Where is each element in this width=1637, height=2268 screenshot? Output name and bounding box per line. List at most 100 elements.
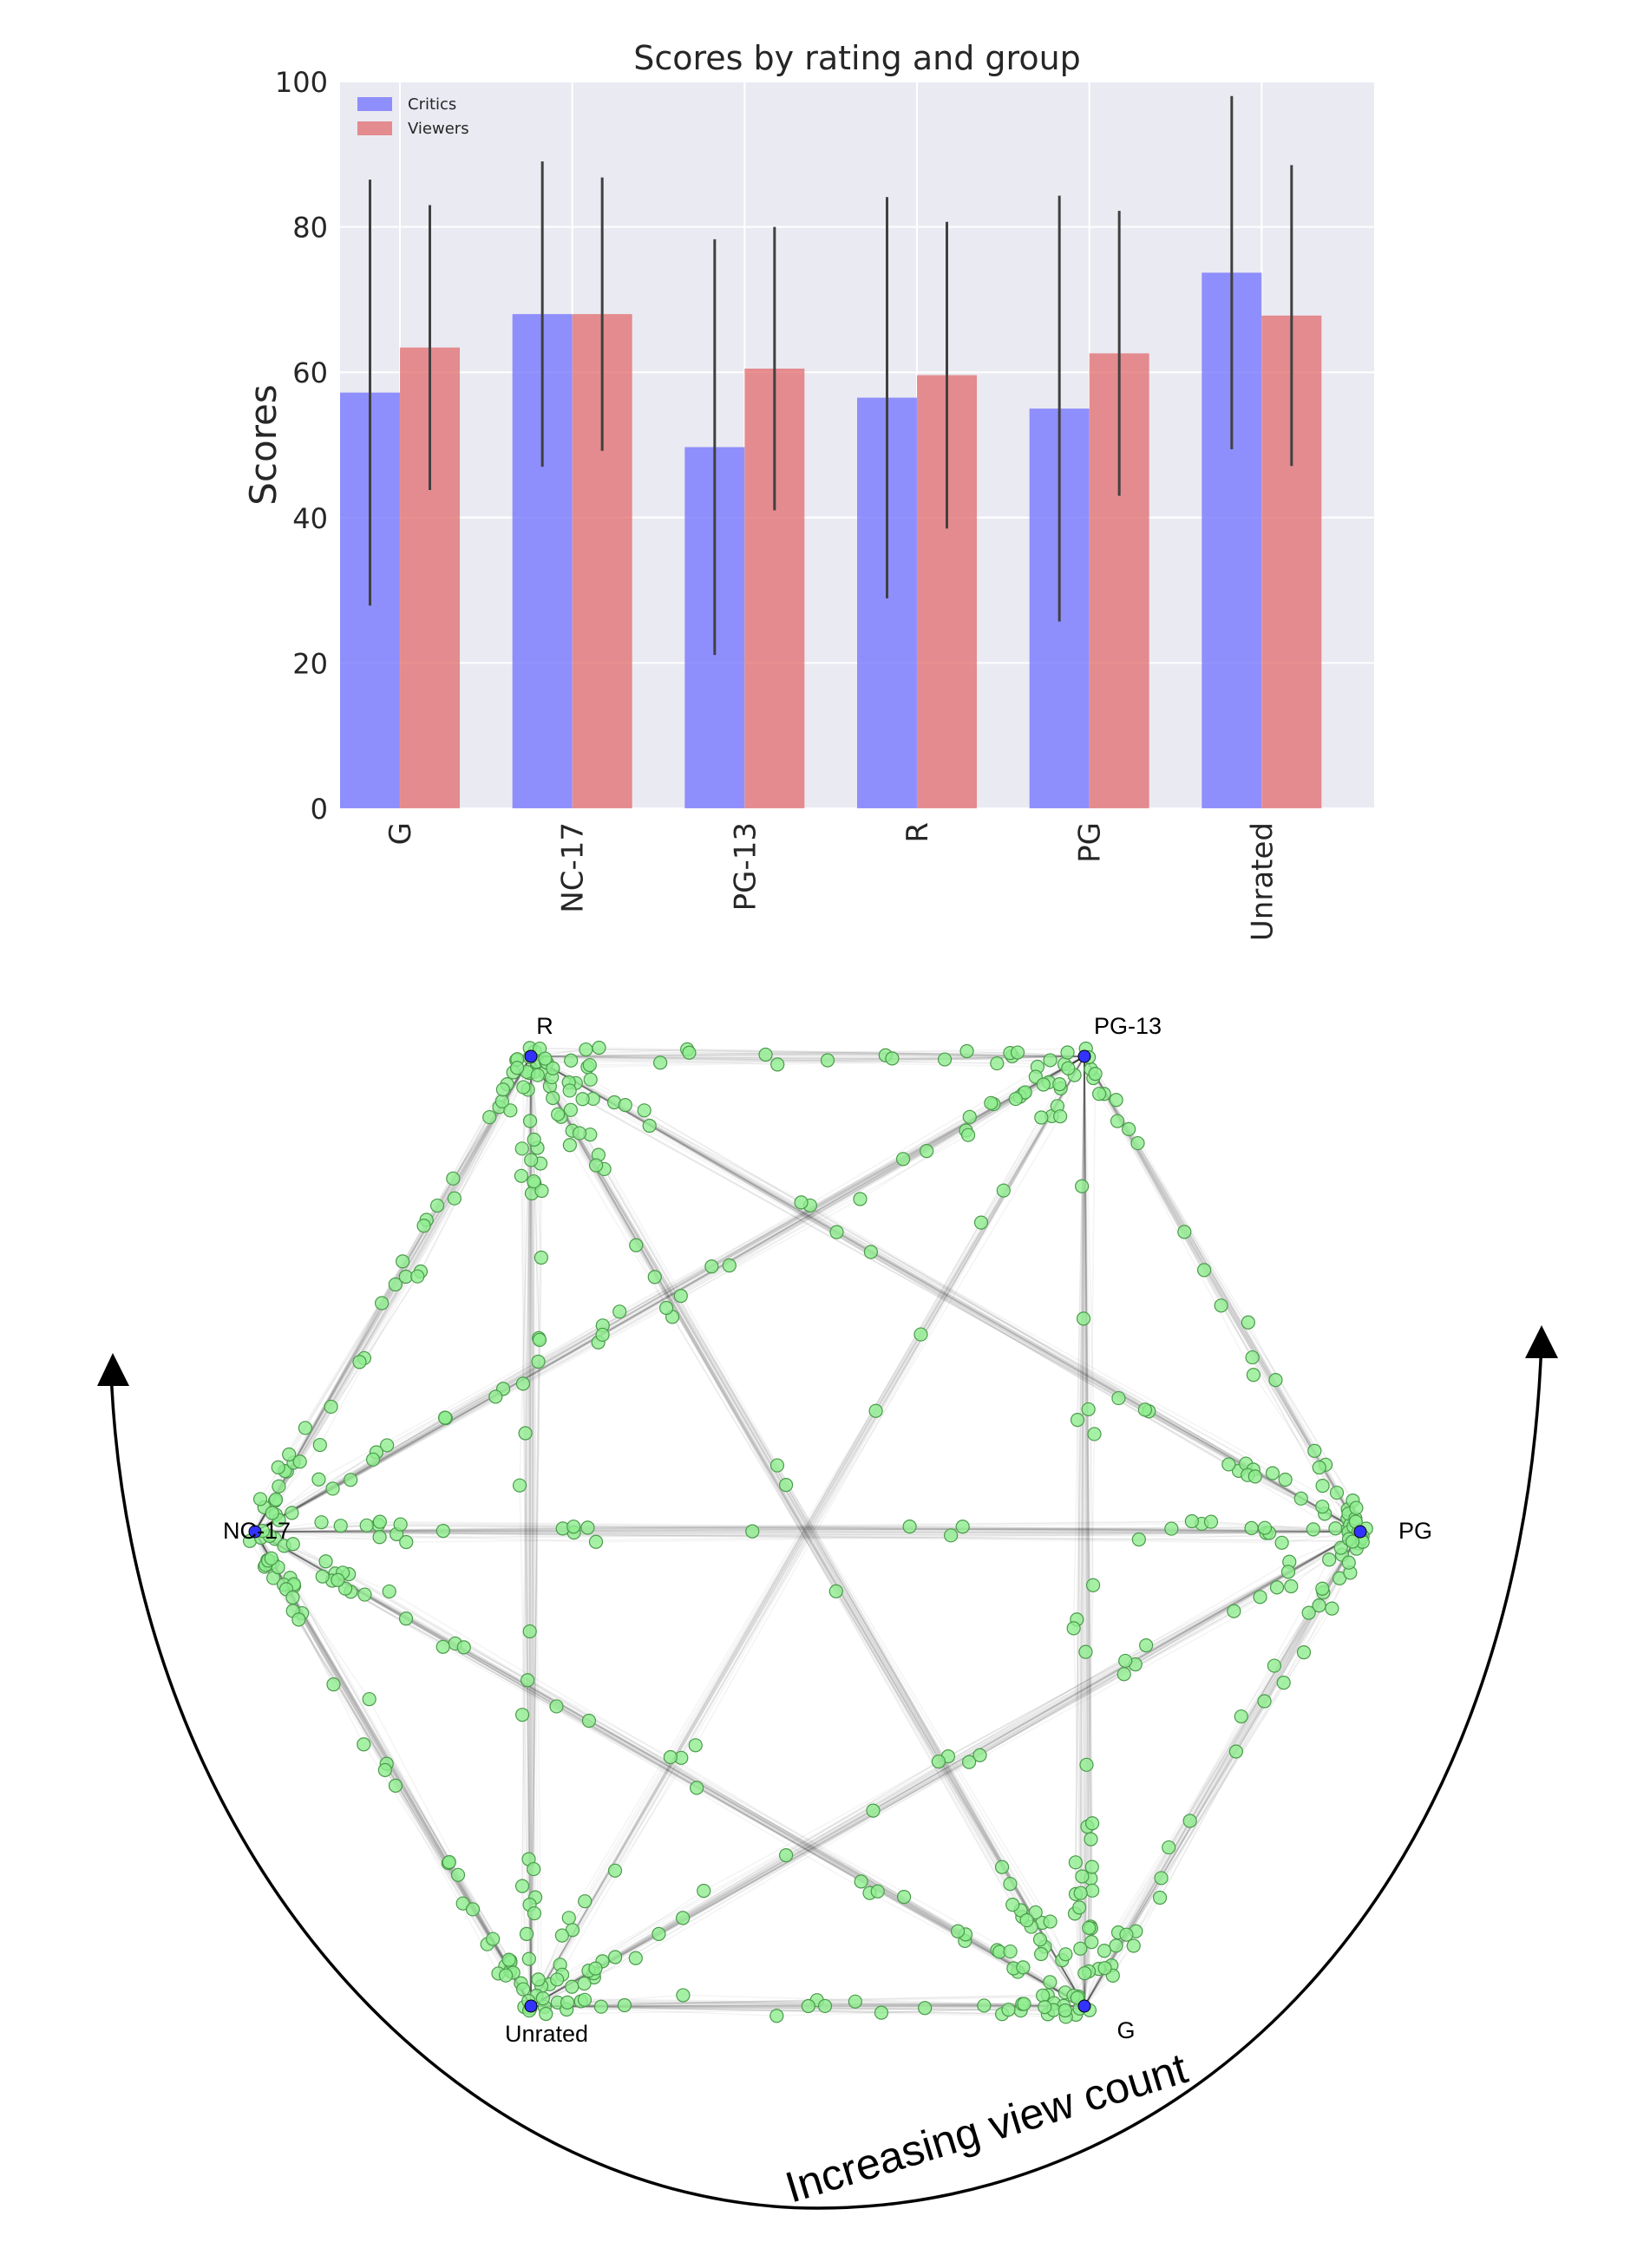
edge xyxy=(254,1528,1313,1533)
data-point xyxy=(311,1472,326,1487)
x-tick-label: Unrated xyxy=(1245,822,1280,941)
data-point xyxy=(326,1677,341,1692)
node-r xyxy=(524,1049,538,1063)
edge xyxy=(278,1056,1085,1521)
data-point xyxy=(446,1171,461,1186)
points xyxy=(242,1040,1373,2024)
data-point xyxy=(503,1103,518,1118)
data-point xyxy=(647,1270,662,1284)
data-point xyxy=(549,1699,564,1714)
data-point xyxy=(396,1254,410,1269)
edge xyxy=(254,1531,1024,1969)
legend-swatch xyxy=(357,97,392,111)
edge xyxy=(530,1334,922,2007)
data-point xyxy=(554,1928,570,1943)
edge xyxy=(522,1056,532,1384)
data-point xyxy=(682,1045,697,1060)
data-point xyxy=(1085,1578,1101,1592)
edge xyxy=(330,1056,532,1408)
edge xyxy=(530,1056,1051,1062)
data-point xyxy=(410,1269,425,1284)
edge xyxy=(926,1056,1085,1152)
data-point xyxy=(690,1781,704,1795)
edge xyxy=(530,1117,1042,2007)
edge xyxy=(568,1082,1361,1533)
edge xyxy=(535,1061,1085,2007)
edge xyxy=(1084,1878,1162,2007)
edge xyxy=(254,1219,428,1533)
edge xyxy=(1084,1434,1096,2007)
edge xyxy=(530,1115,1061,2007)
edge xyxy=(1057,1056,1085,1107)
edge xyxy=(254,1056,531,1533)
data-point xyxy=(1073,1886,1088,1900)
data-point xyxy=(374,1296,390,1310)
data-point xyxy=(357,1737,371,1752)
edge xyxy=(269,1535,532,2007)
edge xyxy=(1084,1950,1105,2007)
data-point xyxy=(853,1192,868,1206)
edge xyxy=(444,1056,1085,1419)
data-point xyxy=(1234,1709,1248,1724)
data-point xyxy=(292,1454,307,1469)
data-point xyxy=(984,1095,999,1110)
data-point xyxy=(1087,1427,1102,1441)
data-point xyxy=(514,1168,528,1183)
left-arrowhead-icon xyxy=(97,1353,129,1386)
edge xyxy=(602,1056,1085,1326)
edge xyxy=(530,1056,1326,1515)
edge xyxy=(619,1056,1085,1313)
edge xyxy=(254,1531,1018,1973)
data-point xyxy=(1278,1472,1293,1487)
data-point xyxy=(1312,1460,1326,1475)
data-point xyxy=(1312,1598,1326,1613)
data-point xyxy=(1036,1988,1051,2003)
edge xyxy=(561,1531,1361,1976)
edge xyxy=(530,1660,1126,2007)
edge xyxy=(968,1531,1361,1763)
edge xyxy=(254,1531,1066,1994)
data-point xyxy=(388,1778,403,1793)
edge xyxy=(254,1479,319,1533)
data-point xyxy=(960,1127,976,1142)
data-point xyxy=(372,1530,387,1545)
data-point xyxy=(1081,1402,1096,1417)
edge xyxy=(1098,1093,1361,1533)
node-label: Unrated xyxy=(505,2021,588,2047)
data-point xyxy=(495,1082,510,1097)
data-point xyxy=(1177,1225,1192,1239)
edge xyxy=(1084,1056,1093,1891)
y-tick-label: 80 xyxy=(292,212,328,245)
data-point xyxy=(848,1994,862,2009)
data-point xyxy=(593,1999,609,2014)
data-point xyxy=(1077,1966,1092,1981)
edge xyxy=(1079,1056,1085,1893)
edge xyxy=(530,1056,1064,1961)
data-point xyxy=(931,1754,946,1769)
edge xyxy=(530,1056,1336,1529)
edge xyxy=(1084,1716,1242,2007)
data-point xyxy=(577,1976,592,1991)
data-point xyxy=(758,1047,773,1062)
data-point xyxy=(1315,1581,1330,1596)
data-point xyxy=(628,1951,643,1965)
data-point xyxy=(676,1911,691,1925)
data-point xyxy=(551,1107,566,1121)
data-point xyxy=(944,1528,959,1543)
data-point xyxy=(527,1174,541,1189)
data-point xyxy=(592,1040,606,1056)
data-point xyxy=(514,1141,529,1156)
data-point xyxy=(1214,1298,1228,1313)
data-point xyxy=(1137,1402,1152,1417)
data-point xyxy=(534,1183,549,1199)
edge xyxy=(254,1092,1025,1533)
y-tick-label: 40 xyxy=(292,502,328,535)
edge xyxy=(254,1531,510,1961)
data-point xyxy=(324,1399,338,1415)
data-point xyxy=(1227,1604,1241,1618)
data-point xyxy=(546,1061,560,1075)
legend-label: Viewers xyxy=(408,120,469,138)
data-point xyxy=(1162,1840,1176,1855)
data-point xyxy=(676,1988,691,2003)
data-point xyxy=(298,1421,313,1435)
